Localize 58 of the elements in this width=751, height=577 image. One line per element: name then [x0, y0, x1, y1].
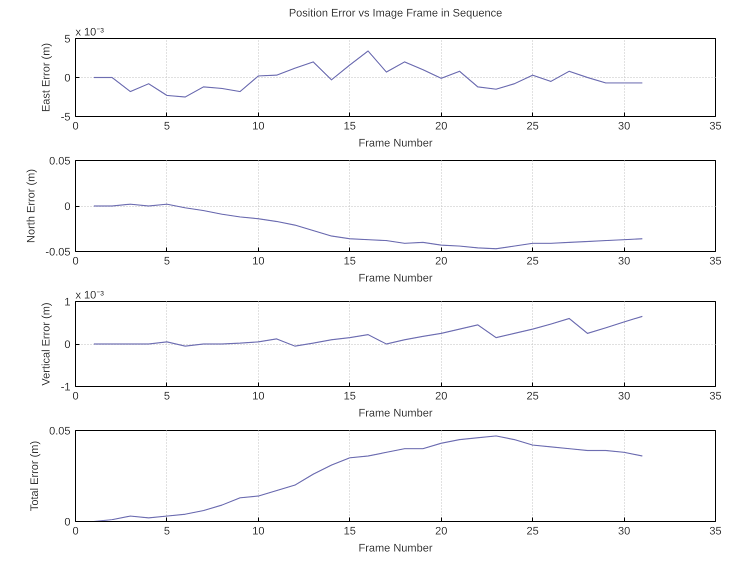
y-axis-title: North Error (m): [25, 169, 38, 243]
y-tick-label: 0: [64, 72, 71, 84]
x-tick-label: 30: [618, 390, 630, 402]
x-tick-label: 5: [164, 256, 170, 268]
x-tick-label: 10: [252, 526, 264, 538]
x-tick-label: 35: [709, 120, 722, 132]
x-tick-label: 20: [435, 526, 448, 538]
x-tick-label: 25: [526, 390, 539, 402]
x-tick-label: 10: [252, 390, 264, 402]
x-axis-title: Frame Number: [358, 272, 433, 284]
y-axis-title: East Error (m): [40, 42, 53, 112]
line-series: [93, 204, 643, 250]
line-series: [93, 50, 643, 98]
y-tick-label: 0: [64, 201, 71, 213]
x-tick-label: 10: [252, 120, 264, 132]
x-axis-title: Frame Number: [358, 542, 433, 554]
x-tick-label: 15: [344, 120, 356, 132]
x-tick-label: 15: [344, 390, 356, 402]
y-tick-label: 0.05: [49, 426, 71, 438]
chart-title: Position Error vs Image Frame in Sequence: [288, 8, 502, 20]
x-tick-label: 0: [72, 120, 79, 132]
x-axis-title: Frame Number: [358, 138, 433, 150]
y-axis-title: Vertical Error (m): [40, 302, 53, 386]
annotation: x 10⁻³: [76, 26, 104, 38]
x-tick-label: 15: [344, 256, 356, 268]
x-tick-label: 35: [709, 526, 722, 538]
x-tick-label: 20: [435, 390, 448, 402]
y-tick-label: 0.05: [49, 156, 71, 168]
x-axis-title: Frame Number: [358, 408, 433, 420]
y-tick-label: -0.05: [45, 246, 71, 258]
x-tick-label: 25: [526, 120, 539, 132]
x-tick-label: 0: [72, 526, 79, 538]
x-tick-label: 25: [526, 256, 539, 268]
x-tick-label: 30: [618, 526, 630, 538]
y-tick-label: 5: [64, 34, 71, 46]
x-tick-label: 30: [618, 256, 630, 268]
y-tick-label: -5: [60, 112, 70, 124]
y-tick-label: 0: [64, 516, 71, 528]
x-tick-label: 30: [618, 120, 630, 132]
x-tick-label: 20: [435, 120, 448, 132]
x-tick-label: 0: [72, 390, 79, 402]
x-tick-label: 0: [72, 256, 79, 268]
x-tick-label: 35: [709, 390, 722, 402]
y-tick-label: -1: [60, 382, 70, 394]
text: x 10⁻³: [76, 290, 104, 302]
x-tick-label: 5: [164, 526, 170, 538]
x-tick-label: 25: [526, 526, 539, 538]
y-tick-label: 1: [64, 296, 71, 308]
x-tick-label: 5: [164, 120, 170, 132]
x-tick-label: 15: [344, 526, 356, 538]
y-axis-title: Total Error (m): [29, 440, 42, 512]
x-tick-label: 5: [164, 390, 170, 402]
y-tick-label: 0: [64, 339, 71, 351]
x-tick-label: 10: [252, 256, 264, 268]
x-tick-label: 20: [435, 256, 448, 268]
line-series: [93, 316, 643, 347]
x-tick-label: 35: [709, 256, 722, 268]
line-series: [93, 435, 643, 522]
